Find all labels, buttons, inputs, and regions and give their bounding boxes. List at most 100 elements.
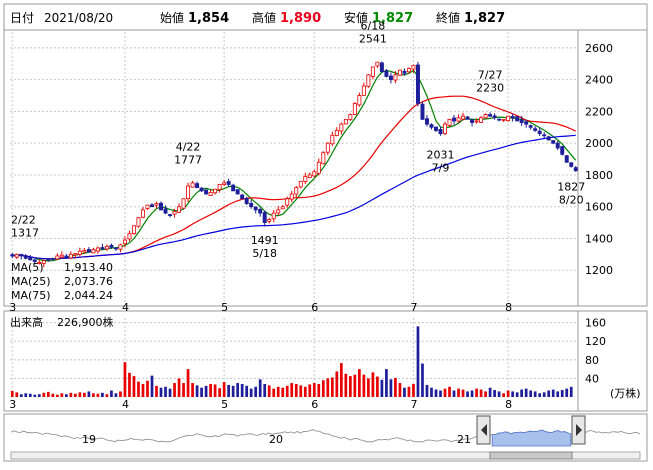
candle-body: [213, 188, 218, 194]
navigator-scrollbar[interactable]: [10, 451, 641, 460]
annotation-line1: 1491: [251, 234, 279, 247]
candle-body: [370, 66, 375, 77]
volume-bar: [92, 393, 95, 397]
candle-body: [429, 124, 434, 128]
header-open-value: 1,854: [188, 11, 229, 26]
month-label: 6: [311, 301, 318, 314]
annotation-line1: 7/27: [478, 69, 503, 82]
volume-bar: [177, 378, 181, 397]
volume-bar: [245, 385, 249, 397]
candle-body: [145, 204, 150, 209]
candle-body: [240, 194, 245, 200]
volume-bar: [439, 390, 442, 397]
candle-body: [501, 118, 506, 121]
volume-bar: [380, 379, 384, 397]
candle-body: [195, 183, 200, 189]
price-tick-label: 2000: [585, 137, 613, 150]
candle-body: [23, 255, 28, 259]
volume-bar: [303, 386, 307, 397]
volume-bar: [344, 373, 348, 397]
candle-body: [122, 239, 127, 245]
volume-bar: [222, 382, 226, 397]
month-label: 4: [122, 301, 129, 314]
volume-bar: [470, 390, 474, 397]
candle-body: [172, 211, 177, 215]
navigator-label-21: 21: [457, 433, 471, 446]
candle-body: [497, 118, 502, 121]
candle-body: [546, 136, 551, 141]
volume-bar: [547, 390, 551, 397]
candle-body: [298, 180, 303, 188]
volume-bar: [371, 372, 375, 397]
volume-bar: [348, 376, 352, 397]
volume-bar: [240, 383, 244, 397]
candle-body: [235, 189, 240, 195]
volume-bar: [28, 393, 32, 397]
candle-body: [141, 209, 145, 218]
candle-body: [118, 244, 123, 250]
candle-body: [488, 114, 493, 117]
volume-bar: [227, 384, 230, 397]
volume-month-label: 6: [311, 398, 318, 411]
header-high-label: 高値: [252, 10, 276, 25]
annotation-line2: 7/9: [432, 161, 450, 174]
candle-body: [307, 174, 312, 179]
ma75-line: [12, 134, 576, 260]
range-navigator[interactable]: [10, 429, 641, 447]
volume-tick-label: 160: [585, 317, 606, 330]
volume-bar: [19, 394, 23, 397]
candle-body: [456, 117, 461, 122]
candle-body: [312, 171, 317, 177]
volume-bar: [569, 386, 573, 397]
volume-bar: [168, 388, 172, 397]
volume-bar: [479, 389, 483, 397]
annotation-line1: 6/18: [361, 19, 386, 32]
candle-body: [388, 75, 393, 81]
legend-ma5-label: MA(5): [11, 261, 44, 274]
volume-bar: [407, 386, 411, 397]
navigator-scroll-thumb[interactable]: [489, 451, 573, 460]
candle-body: [276, 209, 281, 214]
volume-bar: [186, 369, 190, 397]
navigator-left-handle[interactable]: [476, 415, 491, 445]
volume-bar: [272, 388, 276, 397]
annotation-line2: 1317: [11, 227, 39, 240]
volume-bar: [105, 394, 109, 397]
volume-bar: [191, 383, 194, 397]
candle-body: [249, 203, 254, 208]
month-label: 8: [505, 301, 512, 314]
candle-body: [406, 68, 411, 73]
volume-bar: [254, 386, 258, 397]
volume-month-label: 4: [122, 398, 129, 411]
volume-label: 出来高: [10, 315, 43, 329]
candle-body: [420, 103, 425, 120]
volume-bar: [87, 391, 91, 397]
candle-body: [348, 114, 353, 120]
candle-body: [357, 95, 362, 106]
header-date-value: 2021/08/20: [44, 11, 113, 25]
candle-body: [91, 249, 96, 254]
volume-bar: [556, 391, 560, 397]
header-close-value: 1,827: [464, 11, 505, 26]
candle-body: [443, 123, 447, 134]
volume-bar: [385, 369, 388, 397]
volume-bar: [182, 383, 185, 397]
annotation-line2: 8/20: [559, 194, 584, 207]
candle-body: [524, 121, 529, 125]
volume-tick-label: 80: [585, 354, 599, 367]
month-label: 5: [221, 301, 228, 314]
candle-body: [425, 118, 429, 125]
candle-body: [551, 140, 556, 144]
candle-body: [208, 192, 213, 196]
volume-bar: [330, 377, 334, 397]
volume-bar: [281, 387, 285, 397]
navigator-right-handle[interactable]: [571, 415, 586, 445]
candle-body: [217, 184, 222, 190]
volume-bar: [529, 390, 533, 397]
legend-ma5-value: 1,913.40: [64, 261, 113, 274]
volume-bar: [542, 392, 546, 397]
volume-bar: [362, 374, 366, 397]
annotation-line2: 2541: [359, 32, 387, 45]
volume-bar: [195, 385, 199, 397]
